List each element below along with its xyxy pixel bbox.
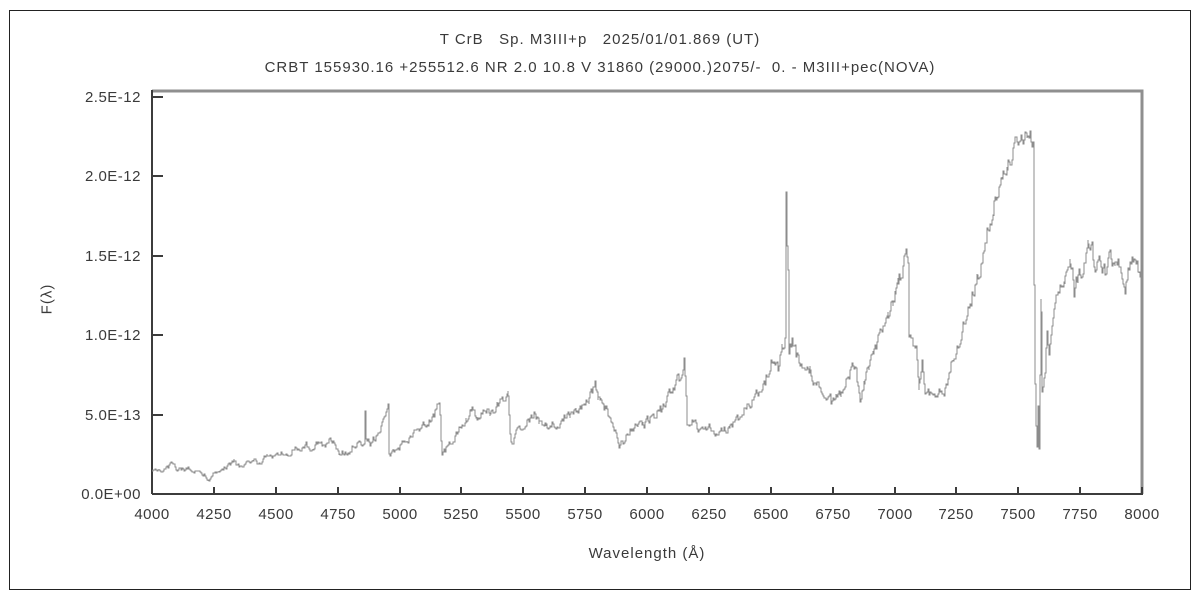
x-tick-label: 5750 [567,506,602,523]
x-tick-label: 4500 [258,506,293,523]
x-axis-ticks [151,487,1143,494]
x-tick-label: 5000 [382,506,417,523]
plot-frame-shadow [152,89,1144,494]
x-tick-label: 5500 [505,506,540,523]
x-tick-label: 7250 [938,506,973,523]
x-tick-label: 5250 [443,506,478,523]
x-tick-label: 4250 [196,506,231,523]
spectrum-line [152,130,1143,482]
chart-subtitle: CRBT 155930.16 +255512.6 NR 2.0 10.8 V 3… [264,59,936,76]
x-tick-label: 6750 [815,506,850,523]
x-tick-label: 6000 [629,506,664,523]
y-tick-label: 2.0E-12 [85,168,141,185]
y-tick-label: 5.0E-13 [85,407,141,424]
y-axis-tick-labels: 0.0E+00 5.0E-13 1.0E-12 1.5E-12 2.0E-12 2.5E-… [81,89,141,503]
x-tick-label: 6250 [691,506,726,523]
x-tick-label: 6500 [753,506,788,523]
x-axis-tick-labels: 4000 4250 4500 4750 5000 5250 5500 5750 6000 6250… [134,506,1159,523]
x-tick-label: 4750 [320,506,355,523]
x-tick-label: 7500 [1000,506,1035,523]
x-tick-label: 8000 [1124,506,1159,523]
y-tick-label: 0.0E+00 [81,486,141,503]
x-tick-label: 7000 [877,506,912,523]
y-tick-label: 2.5E-12 [85,89,141,106]
x-tick-label: 7750 [1062,506,1097,523]
plot-frame-axes [151,90,1143,495]
y-tick-label: 1.0E-12 [85,327,141,344]
y-axis-ticks [153,96,163,416]
y-tick-label: 1.5E-12 [85,248,141,265]
chart-title: T CrB Sp. M3III+p 2025/01/01.869 (UT) [439,31,761,48]
x-axis-label: Wavelength (Å) [588,545,706,562]
x-tick-label: 4000 [134,506,169,523]
